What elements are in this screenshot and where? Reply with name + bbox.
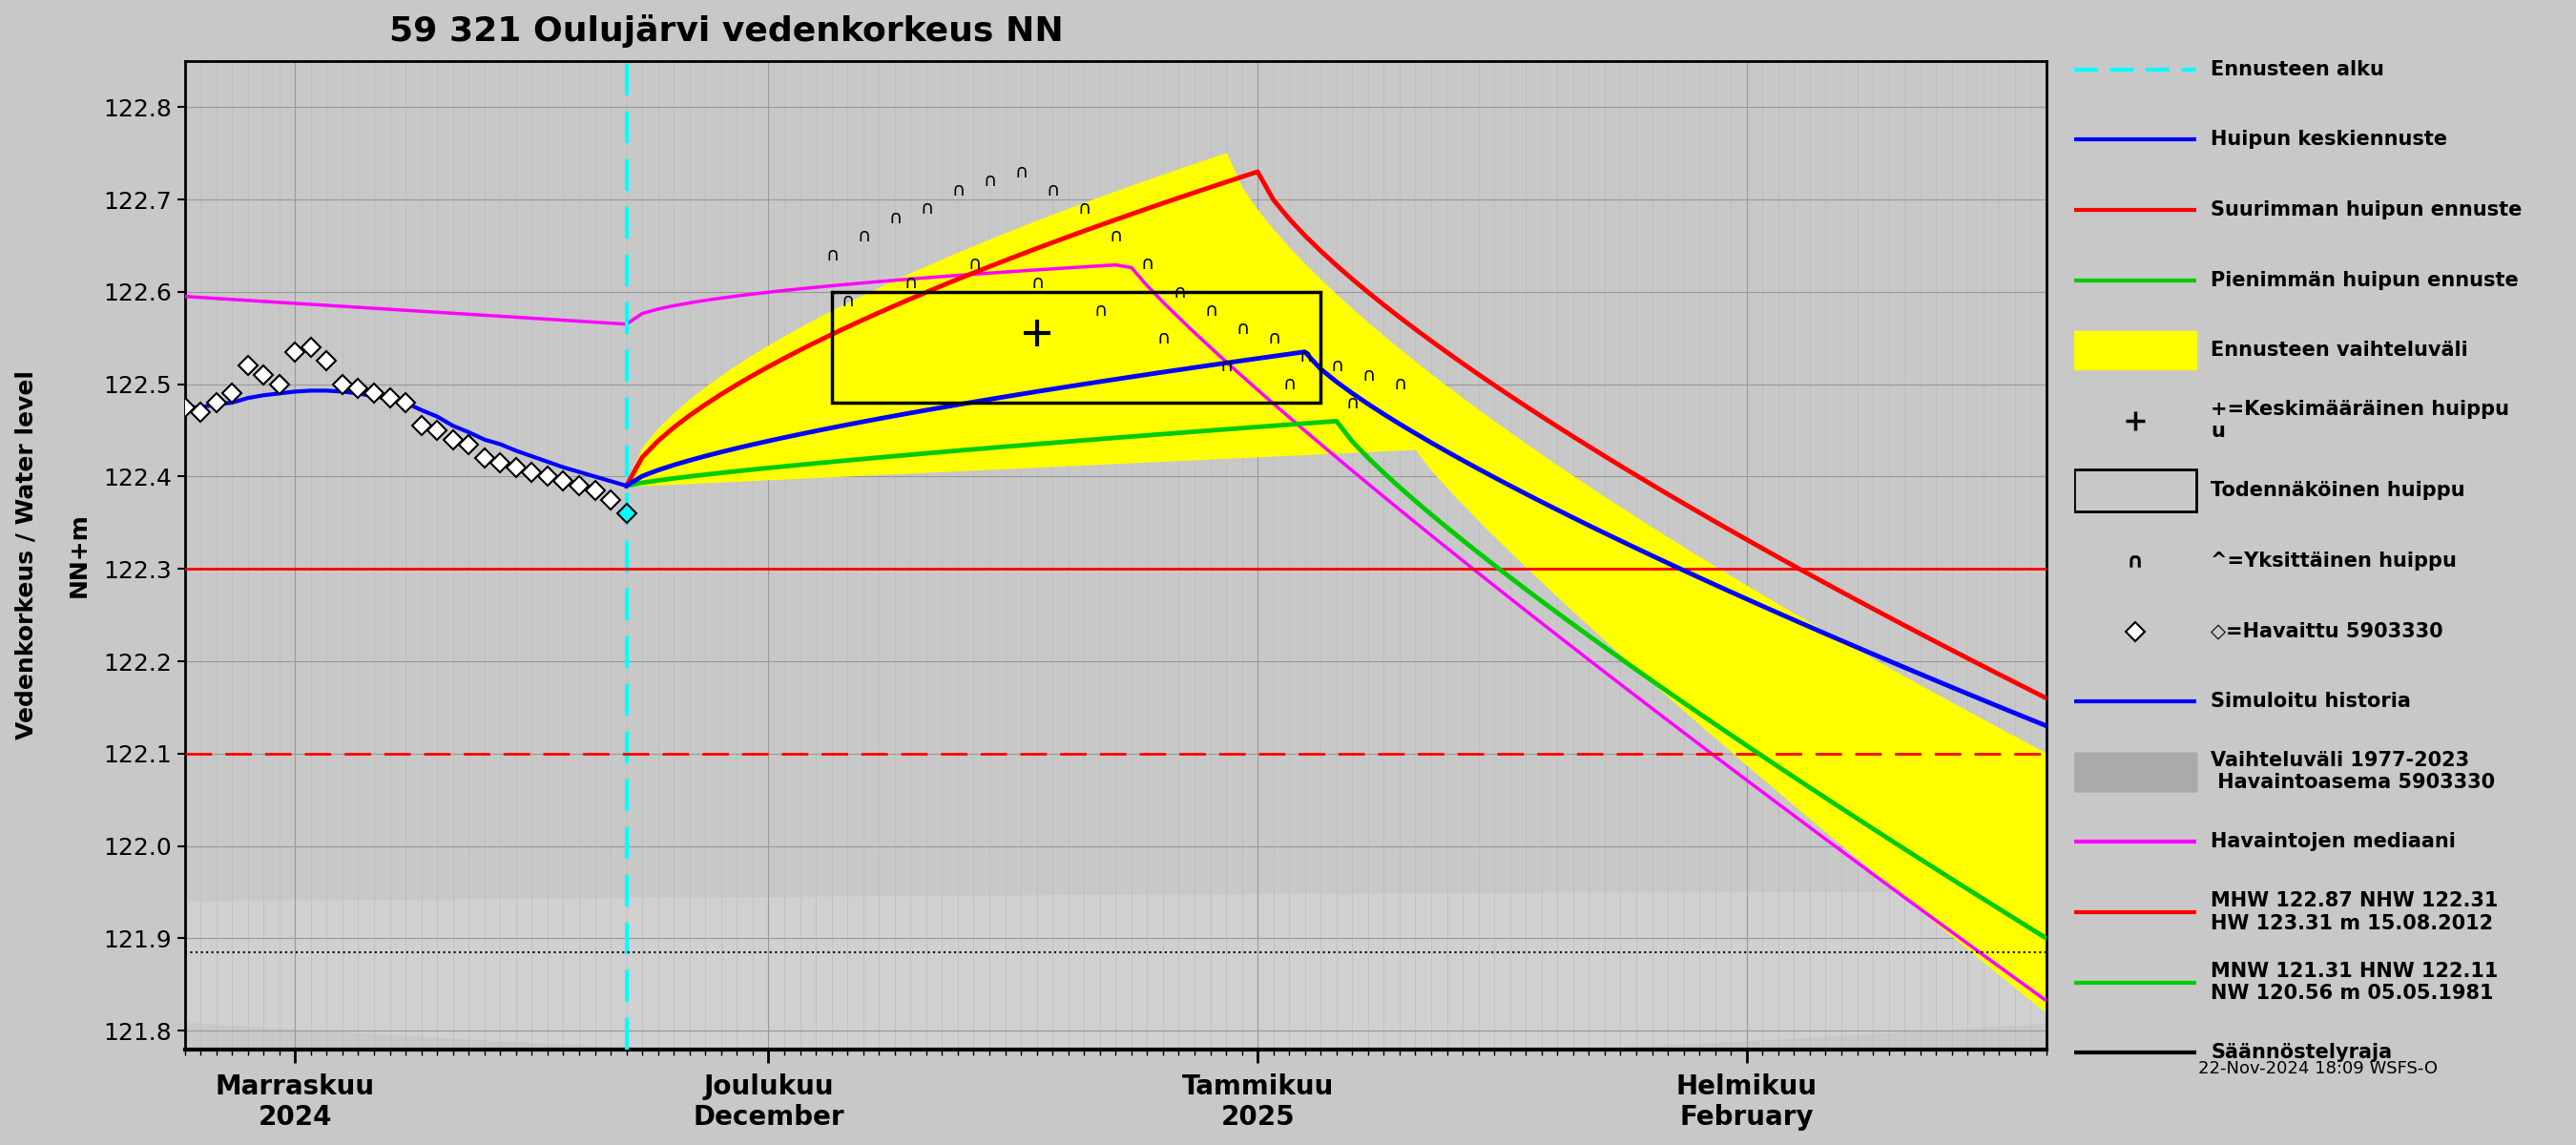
Text: $\cap$: $\cap$: [1218, 357, 1231, 374]
Text: Havaintojen mediaani: Havaintojen mediaani: [2210, 832, 2455, 852]
Bar: [832, 292, 1321, 403]
Text: $\cap$: $\cap$: [840, 292, 853, 310]
Text: Huipun keskiennuste: Huipun keskiennuste: [2210, 131, 2447, 149]
Text: $\cap$: $\cap$: [1236, 319, 1249, 338]
Text: ^=Yksittäinen huippu: ^=Yksittäinen huippu: [2210, 552, 2458, 570]
Y-axis label: Vedenkorkeus / Water level

NN+m: Vedenkorkeus / Water level NN+m: [15, 371, 90, 740]
Text: Ennusteen vaihteluväli: Ennusteen vaihteluväli: [2210, 341, 2468, 360]
Text: MHW 122.87 NHW 122.31
HW 123.31 m 15.08.2012: MHW 122.87 NHW 122.31 HW 123.31 m 15.08.…: [2210, 892, 2499, 933]
Text: $\cap$: $\cap$: [1329, 357, 1342, 374]
Bar: [2074, 331, 2195, 370]
Text: $\cap$: $\cap$: [1110, 228, 1123, 246]
Text: Ennusteen alku: Ennusteen alku: [2210, 60, 2385, 79]
Bar: [2074, 469, 2195, 512]
Text: $\cap$: $\cap$: [1030, 274, 1043, 292]
Text: $\cap$: $\cap$: [1298, 348, 1311, 365]
Text: $\cap$: $\cap$: [858, 228, 871, 246]
Text: 22-Nov-2024 18:09 WSFS-O: 22-Nov-2024 18:09 WSFS-O: [2200, 1060, 2437, 1077]
Text: $\cap$: $\cap$: [1092, 301, 1105, 319]
Text: Pienimmän huipun ennuste: Pienimmän huipun ennuste: [2210, 270, 2519, 290]
Text: Suurimman huipun ennuste: Suurimman huipun ennuste: [2210, 200, 2522, 220]
Text: 59 321 Oulujärvi vedenkorkeus NN: 59 321 Oulujärvi vedenkorkeus NN: [389, 14, 1064, 48]
Text: $\cap$: $\cap$: [824, 246, 837, 264]
Text: $\cap$: $\cap$: [966, 255, 979, 274]
Text: $\cap$: $\cap$: [1172, 283, 1185, 301]
Text: $\cap$: $\cap$: [904, 274, 917, 292]
Text: $\cap$: $\cap$: [1267, 329, 1280, 347]
Text: $\cap$: $\cap$: [889, 210, 902, 227]
Text: Säännöstelyraja: Säännöstelyraja: [2210, 1043, 2393, 1063]
Text: $\cap$: $\cap$: [1046, 181, 1059, 199]
Text: Vaihteluväli 1977-2023
 Havaintoasema 5903330: Vaihteluväli 1977-2023 Havaintoasema 590…: [2210, 751, 2496, 792]
Bar: [2074, 752, 2195, 791]
Text: $\cap$: $\cap$: [1203, 301, 1216, 319]
Text: $\cap$: $\cap$: [1015, 163, 1028, 181]
Text: +=Keskimääräinen huippu
u: +=Keskimääräinen huippu u: [2210, 400, 2509, 441]
Text: $\cap$: $\cap$: [920, 199, 933, 218]
Text: $\cap$: $\cap$: [1394, 376, 1406, 394]
Text: ◇=Havaittu 5903330: ◇=Havaittu 5903330: [2210, 622, 2442, 641]
Text: $\cap$: $\cap$: [1141, 255, 1154, 274]
Text: $\cap$: $\cap$: [1157, 329, 1170, 347]
Text: $\cap$: $\cap$: [1363, 366, 1376, 385]
Text: ∩: ∩: [2125, 552, 2143, 570]
Text: $\cap$: $\cap$: [1283, 376, 1296, 394]
Text: Todennäköinen huippu: Todennäköinen huippu: [2210, 481, 2465, 500]
Text: $\cap$: $\cap$: [951, 181, 963, 199]
Text: $\cap$: $\cap$: [984, 172, 997, 190]
Text: MNW 121.31 HNW 122.11
NW 120.56 m 05.05.1981: MNW 121.31 HNW 122.11 NW 120.56 m 05.05.…: [2210, 962, 2499, 1003]
Text: Simuloitu historia: Simuloitu historia: [2210, 692, 2411, 711]
Text: $\cap$: $\cap$: [1077, 199, 1090, 218]
Text: $\cap$: $\cap$: [1345, 394, 1358, 412]
Bar: [2074, 752, 2195, 791]
